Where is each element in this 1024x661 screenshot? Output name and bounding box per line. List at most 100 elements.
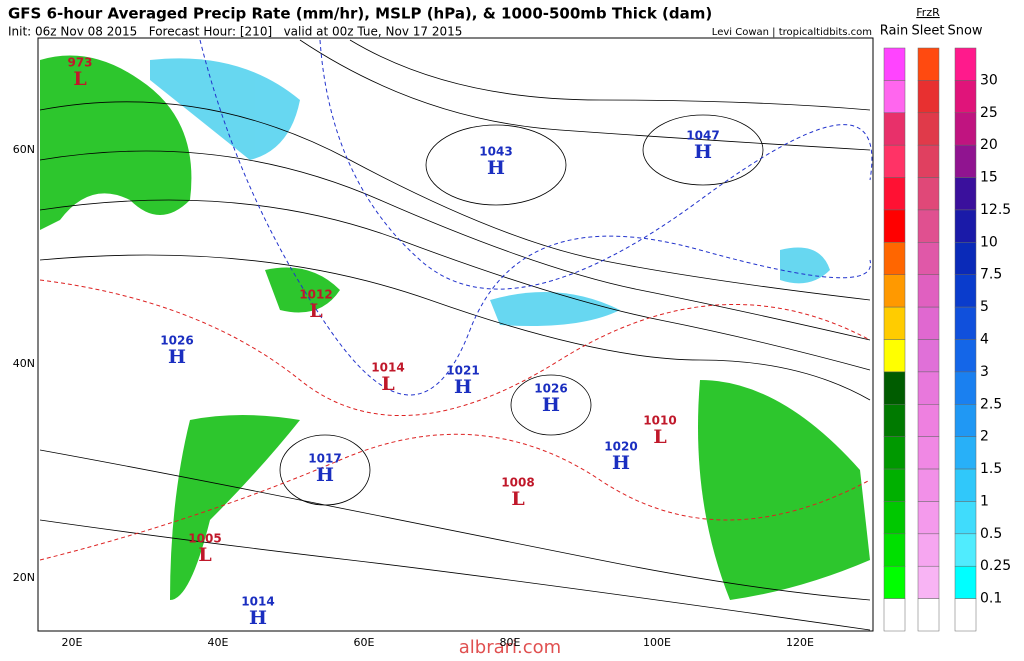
legend-swatch — [954, 371, 977, 405]
lon-label: 120E — [786, 636, 814, 649]
legend-swatch — [917, 47, 940, 81]
center-pressure: 1014 — [241, 595, 274, 609]
legend-swatch — [883, 565, 906, 599]
thickness-warm — [39, 279, 871, 561]
legend-swatch — [954, 598, 977, 632]
center-letter: H — [694, 141, 712, 163]
center-letter: H — [316, 464, 334, 486]
legend-label: 1.5 — [980, 461, 1002, 477]
legend-label: 30 — [980, 72, 998, 88]
legend-swatch — [954, 242, 977, 275]
center-letter: H — [612, 452, 630, 474]
center-letter: L — [73, 68, 86, 90]
center-letter: L — [198, 544, 211, 566]
legend-label: 12.5 — [980, 202, 1011, 218]
legend-label: 0.25 — [980, 558, 1011, 574]
legend-swatch — [954, 80, 977, 114]
legend-swatch — [954, 404, 977, 437]
center-pressure: 1012 — [299, 288, 332, 302]
legend-swatch — [883, 47, 906, 81]
legend-swatch — [917, 598, 940, 632]
center-pressure: 1005 — [188, 532, 221, 546]
legend-swatch — [883, 436, 906, 470]
legend-swatch — [883, 501, 906, 535]
legend-label: 4 — [980, 332, 989, 348]
legend-label: 1 — [980, 493, 989, 509]
legend-label: 15 — [980, 170, 998, 186]
legend-swatch — [883, 112, 906, 146]
lon-label: 20E — [62, 636, 83, 649]
legend-swatch — [917, 112, 940, 146]
lon-label: 80E — [500, 636, 521, 649]
legend-label: 2 — [980, 429, 989, 445]
center-letter: H — [249, 607, 267, 629]
legend-swatch — [954, 209, 977, 243]
legend-swatch — [883, 371, 906, 405]
center-letter: L — [511, 488, 524, 510]
precip — [40, 55, 870, 600]
credit: Levi Cowan | tropicaltidbits.com — [712, 27, 872, 38]
legend-swatch — [917, 371, 940, 405]
center-pressure: 1047 — [686, 129, 719, 143]
thickness-cold — [199, 39, 873, 396]
legend-label: 20 — [980, 137, 998, 153]
center-letter: H — [487, 157, 505, 179]
legend-swatch — [883, 404, 906, 437]
center-letter: H — [454, 376, 472, 398]
title: GFS 6-hour Averaged Precip Rate (mm/hr),… — [8, 5, 712, 23]
legend-label: 5 — [980, 299, 989, 315]
legend-swatch — [917, 565, 940, 599]
legend-swatch — [917, 80, 940, 114]
legend-swatch — [954, 436, 977, 470]
legend-label: 10 — [980, 234, 998, 250]
legend-column: Rain — [880, 24, 909, 39]
legend-swatch — [917, 339, 940, 373]
legend-swatch — [954, 144, 977, 178]
legend-swatch — [954, 47, 977, 81]
center-pressure: 1017 — [308, 452, 341, 466]
center-letter: H — [542, 394, 560, 416]
center-pressure: 1014 — [371, 361, 404, 375]
center-letter: L — [381, 373, 394, 395]
subtitle: Init: 06z Nov 08 2015 Forecast Hour: [21… — [8, 25, 462, 39]
legend-swatch — [883, 468, 906, 502]
center-pressure: 1020 — [604, 440, 637, 454]
lat-label: 60N — [13, 143, 35, 156]
center-letter: H — [168, 346, 186, 368]
legend-swatch — [883, 598, 906, 632]
legend-swatch — [917, 177, 940, 211]
center-letter: L — [309, 300, 322, 322]
watermark: albrari.com — [459, 637, 561, 657]
legend-column: Sleet — [912, 24, 945, 39]
legend-swatch — [954, 112, 977, 146]
legend-swatch — [954, 501, 977, 535]
legend-swatch — [917, 436, 940, 470]
legend-swatch — [917, 274, 940, 308]
legend-swatch — [917, 501, 940, 535]
lon-label: 100E — [643, 636, 671, 649]
legend-label: 3 — [980, 364, 989, 380]
legend-swatch — [954, 306, 977, 340]
legend-label: 2.5 — [980, 396, 1002, 412]
center-letter: L — [653, 426, 666, 448]
lat-label: 40N — [13, 357, 35, 370]
center-pressure: 973 — [67, 56, 92, 70]
center-pressure: 1010 — [643, 414, 676, 428]
lon-label: 40E — [208, 636, 229, 649]
legend-swatch — [954, 274, 977, 308]
legend-swatch — [917, 306, 940, 340]
legend-swatch — [917, 468, 940, 502]
legend-swatch — [883, 177, 906, 211]
legend-swatch — [883, 533, 906, 567]
legend-swatch — [883, 80, 906, 114]
legend-swatch — [917, 144, 940, 178]
legend-sleet-header: FrzR — [916, 6, 940, 19]
center-pressure: 1043 — [479, 145, 512, 159]
center-pressure: 1008 — [501, 476, 534, 490]
legend-swatch — [883, 306, 906, 340]
legend-swatch — [954, 339, 977, 373]
legend-swatch — [883, 339, 906, 373]
legend-column: Snow — [947, 24, 982, 39]
legend-swatch — [954, 533, 977, 567]
